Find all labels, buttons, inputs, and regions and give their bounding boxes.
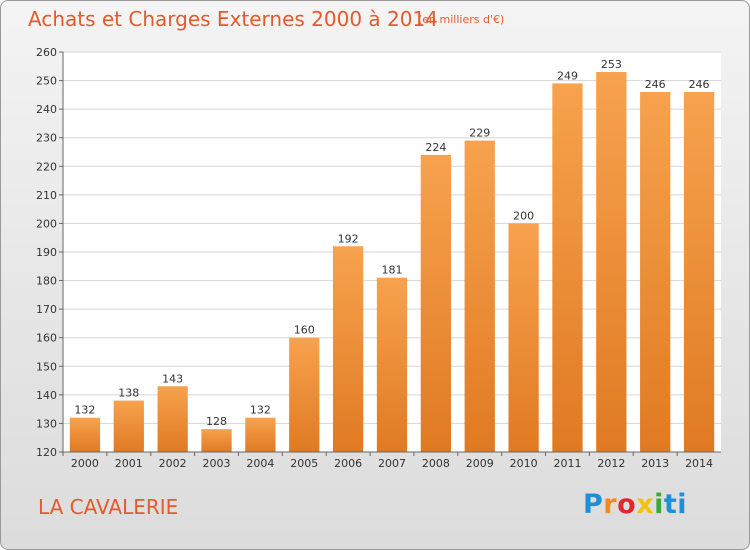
bar-2007 bbox=[376, 277, 408, 452]
y-tick-label: 200 bbox=[36, 217, 57, 230]
y-tick-label: 220 bbox=[36, 160, 57, 173]
bar-2006 bbox=[332, 246, 364, 452]
y-tick-label: 260 bbox=[36, 46, 57, 59]
x-tick-label: 2010 bbox=[510, 457, 538, 470]
place-name: LA CAVALERIE bbox=[38, 495, 179, 519]
x-tick-label: 2001 bbox=[115, 457, 143, 470]
data-labels: 132 138 143 128 132 160 192 181 224 229 200 249 253 2… bbox=[74, 58, 709, 428]
bar-2004 bbox=[245, 417, 276, 452]
bar-2001 bbox=[113, 400, 144, 452]
y-tick-label: 230 bbox=[36, 132, 57, 145]
x-axis-tick-labels: 2000 2001 2002 2003 2004 2005 2006 2007 2008 2009… bbox=[62, 452, 713, 470]
logo-letter: ti bbox=[663, 489, 688, 520]
y-tick-label: 190 bbox=[36, 246, 57, 259]
bar-2012 bbox=[596, 72, 627, 452]
logo-letter: i bbox=[654, 489, 664, 520]
bar-2003 bbox=[201, 429, 232, 452]
y-tick-label: 170 bbox=[36, 303, 57, 316]
x-tick-label: 2006 bbox=[334, 457, 362, 470]
data-label-2001: 138 bbox=[118, 387, 139, 400]
data-label-2006: 192 bbox=[338, 232, 359, 245]
y-tick-label: 240 bbox=[36, 103, 57, 116]
x-tick-label: 2012 bbox=[597, 457, 625, 470]
x-tick-label: 2013 bbox=[641, 457, 669, 470]
data-label-2013: 246 bbox=[645, 78, 666, 91]
x-tick-label: 2000 bbox=[71, 457, 99, 470]
data-label-2004: 132 bbox=[250, 404, 271, 417]
y-tick-label: 130 bbox=[36, 417, 57, 430]
data-label-2009: 229 bbox=[469, 127, 490, 140]
x-tick-label: 2005 bbox=[290, 457, 318, 470]
logo-letter: P bbox=[583, 489, 604, 520]
proxiti-logo: Proxiti bbox=[583, 489, 687, 520]
y-tick-label: 150 bbox=[36, 360, 57, 373]
x-tick-label: 2011 bbox=[553, 457, 581, 470]
x-tick-label: 2014 bbox=[685, 457, 713, 470]
x-tick-label: 2009 bbox=[466, 457, 494, 470]
y-tick-label: 250 bbox=[36, 75, 57, 88]
chart-subtitle: (en milliers d'€) bbox=[418, 13, 505, 26]
logo-letter: o bbox=[617, 489, 637, 520]
y-tick-label: 140 bbox=[36, 389, 57, 402]
data-label-2003: 128 bbox=[206, 415, 227, 428]
y-tick-label: 210 bbox=[36, 189, 57, 202]
y-tick-label: 180 bbox=[36, 275, 57, 288]
x-tick-label: 2004 bbox=[246, 457, 274, 470]
bar-2013 bbox=[640, 92, 671, 452]
y-tick-label: 160 bbox=[36, 332, 57, 345]
bars bbox=[69, 72, 715, 453]
logo-letter: x bbox=[636, 489, 655, 520]
data-label-2000: 132 bbox=[74, 404, 95, 417]
x-tick-label: 2002 bbox=[159, 457, 187, 470]
y-axis-tick-labels: 120 130 140 150 160 170 180 190 200 210 220 230 240 2… bbox=[36, 46, 57, 459]
bar-2008 bbox=[420, 154, 452, 452]
bar-2009 bbox=[464, 140, 495, 453]
data-label-2012: 253 bbox=[601, 58, 622, 71]
data-label-2014: 246 bbox=[689, 78, 710, 91]
data-label-2002: 143 bbox=[162, 372, 183, 385]
bar-2000 bbox=[69, 417, 101, 452]
bar-2010 bbox=[508, 223, 539, 452]
bar-2002 bbox=[157, 386, 188, 452]
data-label-2007: 181 bbox=[382, 264, 403, 277]
data-label-2011: 249 bbox=[557, 69, 578, 82]
data-label-2010: 200 bbox=[513, 209, 534, 222]
chart-title: Achats et Charges Externes 2000 à 2014 bbox=[28, 7, 438, 31]
logo-letter: r bbox=[603, 489, 618, 520]
data-label-2005: 160 bbox=[294, 324, 315, 337]
bar-2005 bbox=[289, 337, 320, 452]
y-tick-label: 120 bbox=[36, 446, 57, 459]
bar-2011 bbox=[552, 83, 583, 452]
x-tick-label: 2003 bbox=[203, 457, 231, 470]
x-tick-label: 2008 bbox=[422, 457, 450, 470]
data-label-2008: 224 bbox=[425, 141, 446, 154]
bar-2014 bbox=[683, 92, 715, 452]
x-tick-label: 2007 bbox=[378, 457, 406, 470]
